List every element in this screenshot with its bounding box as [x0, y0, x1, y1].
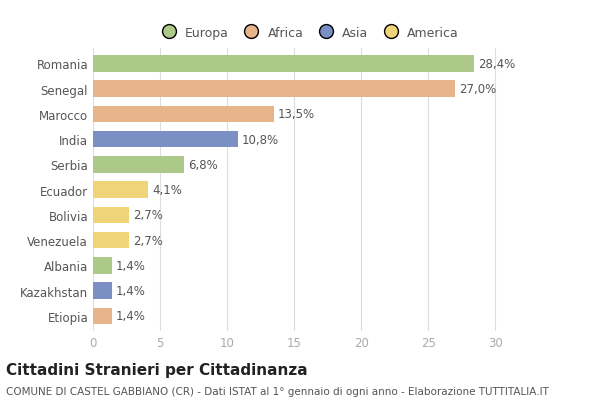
Bar	[93, 232, 129, 249]
Text: 4,1%: 4,1%	[152, 184, 182, 197]
Text: COMUNE DI CASTEL GABBIANO (CR) - Dati ISTAT al 1° gennaio di ogni anno - Elabora: COMUNE DI CASTEL GABBIANO (CR) - Dati IS…	[6, 387, 549, 396]
Legend: Europa, Africa, Asia, America: Europa, Africa, Asia, America	[151, 21, 464, 45]
Bar	[93, 56, 474, 72]
Text: 1,4%: 1,4%	[116, 259, 146, 272]
Bar	[93, 106, 274, 123]
Bar	[93, 81, 455, 98]
Text: 6,8%: 6,8%	[188, 159, 218, 171]
Bar	[93, 207, 129, 224]
Bar	[93, 308, 112, 324]
Text: 27,0%: 27,0%	[459, 83, 496, 96]
Bar	[93, 258, 112, 274]
Bar	[93, 182, 148, 198]
Text: 2,7%: 2,7%	[133, 209, 163, 222]
Text: 1,4%: 1,4%	[116, 285, 146, 297]
Bar	[93, 132, 238, 148]
Text: 1,4%: 1,4%	[116, 310, 146, 323]
Text: Cittadini Stranieri per Cittadinanza: Cittadini Stranieri per Cittadinanza	[6, 362, 308, 377]
Bar	[93, 157, 184, 173]
Text: 13,5%: 13,5%	[278, 108, 315, 121]
Bar	[93, 283, 112, 299]
Text: 2,7%: 2,7%	[133, 234, 163, 247]
Text: 28,4%: 28,4%	[478, 58, 515, 71]
Text: 10,8%: 10,8%	[242, 133, 279, 146]
